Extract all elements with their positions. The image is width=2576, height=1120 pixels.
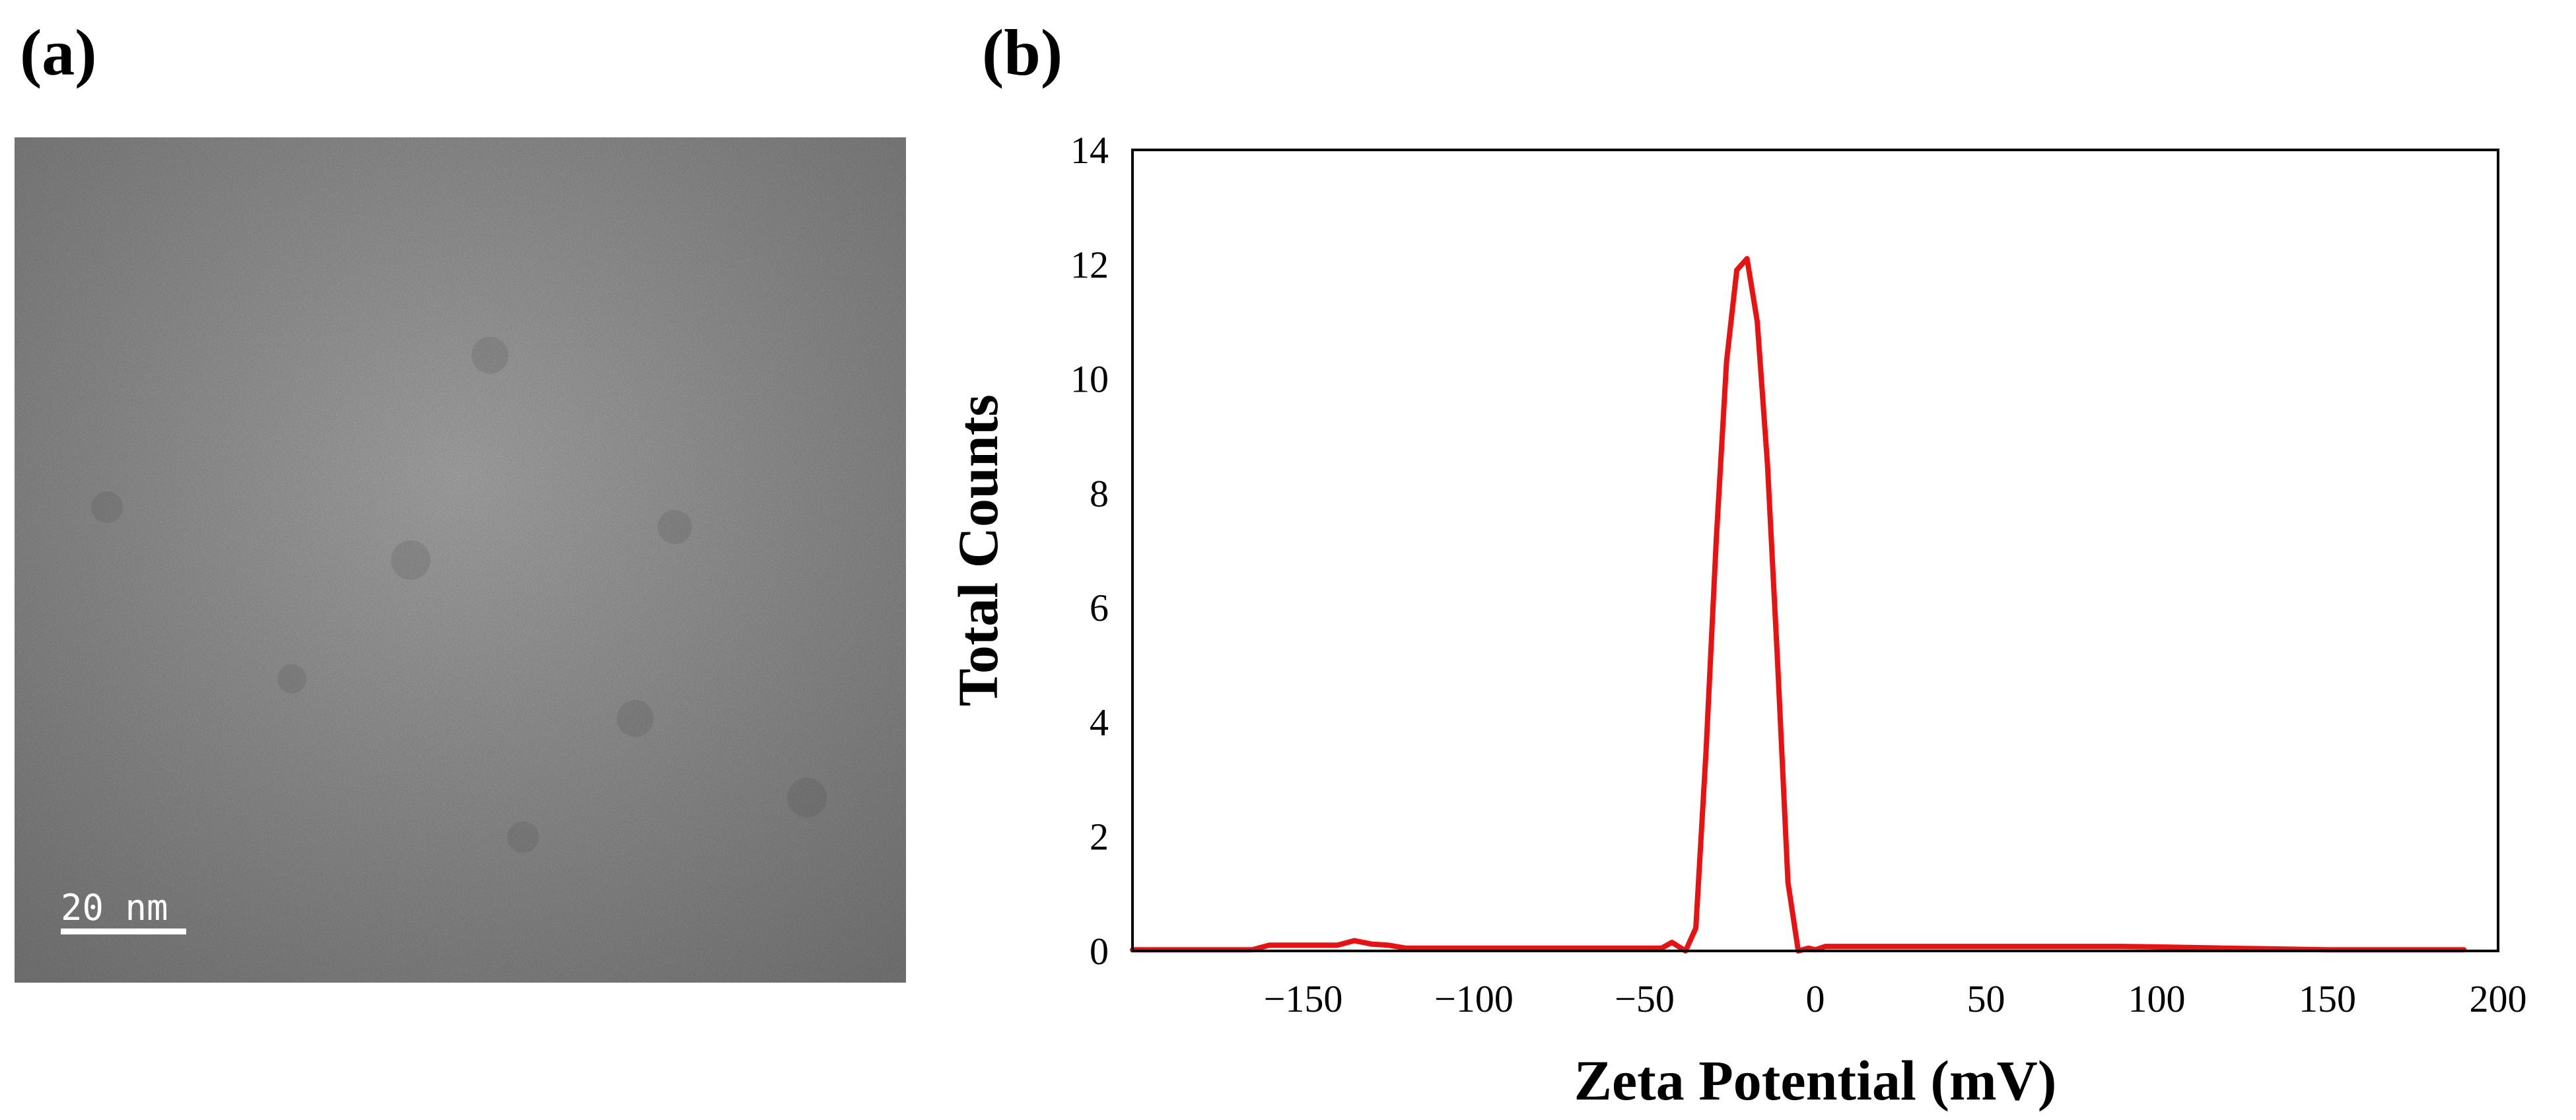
- x-tick-label: 150: [2299, 977, 2356, 1020]
- zeta-potential-series-line: [1130, 256, 2467, 954]
- x-axis-title: Zeta Potential (mV): [1574, 1049, 2057, 1112]
- panel-a-label: (a): [20, 16, 97, 89]
- scale-bar: [61, 928, 186, 934]
- x-tick-label: 100: [2128, 977, 2186, 1020]
- x-axis-ticks: −150 −100 −50 0 50 100 150 200: [1264, 977, 2527, 1020]
- y-tick-label: 6: [1090, 586, 1109, 629]
- y-tick-label: 10: [1070, 358, 1109, 401]
- y-tick-label: 2: [1090, 816, 1109, 858]
- x-tick-label: 200: [2470, 977, 2527, 1020]
- y-tick-label: 0: [1090, 930, 1109, 973]
- x-tick-label: 0: [1806, 977, 1825, 1020]
- y-tick-label: 8: [1090, 472, 1109, 515]
- plot-area-frame: [1131, 149, 2499, 952]
- y-axis-title: Total Counts: [946, 394, 1010, 706]
- tem-image: 20 nm: [15, 137, 906, 983]
- x-tick-label: −150: [1264, 977, 1343, 1020]
- x-tick-label: −50: [1615, 977, 1675, 1020]
- y-axis-ticks: 0 2 4 6 8 10 12 14: [1070, 129, 1109, 973]
- y-tick-label: 14: [1070, 129, 1109, 172]
- y-tick-label: 4: [1090, 701, 1109, 744]
- x-tick-label: −100: [1434, 977, 1514, 1020]
- panel-b-label: (b): [982, 16, 1063, 89]
- y-tick-label: 12: [1070, 243, 1109, 286]
- scale-bar-label: 20 nm: [61, 887, 168, 928]
- x-tick-label: 50: [1967, 977, 2005, 1020]
- tem-micrograph: 20 nm: [15, 137, 906, 983]
- nanoparticle-shadows: [91, 337, 827, 853]
